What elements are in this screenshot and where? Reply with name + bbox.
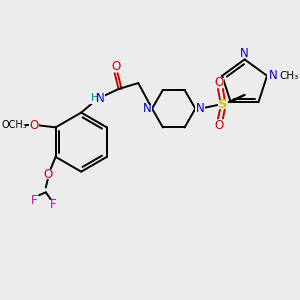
Text: O: O [111,60,120,73]
FancyBboxPatch shape [29,196,38,204]
FancyBboxPatch shape [29,122,39,129]
FancyBboxPatch shape [214,78,224,86]
Text: N: N [240,47,249,60]
Text: N: N [95,92,104,105]
FancyBboxPatch shape [195,105,205,112]
Text: H: H [91,93,99,103]
Text: O: O [214,76,224,88]
FancyBboxPatch shape [240,50,250,58]
FancyBboxPatch shape [3,121,25,130]
Text: N: N [143,102,152,115]
Text: S: S [218,98,228,111]
FancyBboxPatch shape [49,200,58,208]
FancyBboxPatch shape [43,171,53,178]
FancyBboxPatch shape [267,71,279,80]
Text: OCH₃: OCH₃ [2,120,27,130]
FancyBboxPatch shape [111,62,121,70]
Text: CH₃: CH₃ [279,71,298,81]
FancyBboxPatch shape [89,94,105,104]
Text: O: O [43,168,52,181]
FancyBboxPatch shape [214,122,224,129]
Text: N: N [268,69,278,82]
Text: O: O [29,119,39,132]
FancyBboxPatch shape [218,100,228,109]
FancyBboxPatch shape [142,105,152,112]
Text: F: F [50,198,57,211]
Text: O: O [214,119,224,132]
FancyBboxPatch shape [279,71,298,80]
Text: F: F [31,194,37,207]
Text: N: N [196,102,205,115]
